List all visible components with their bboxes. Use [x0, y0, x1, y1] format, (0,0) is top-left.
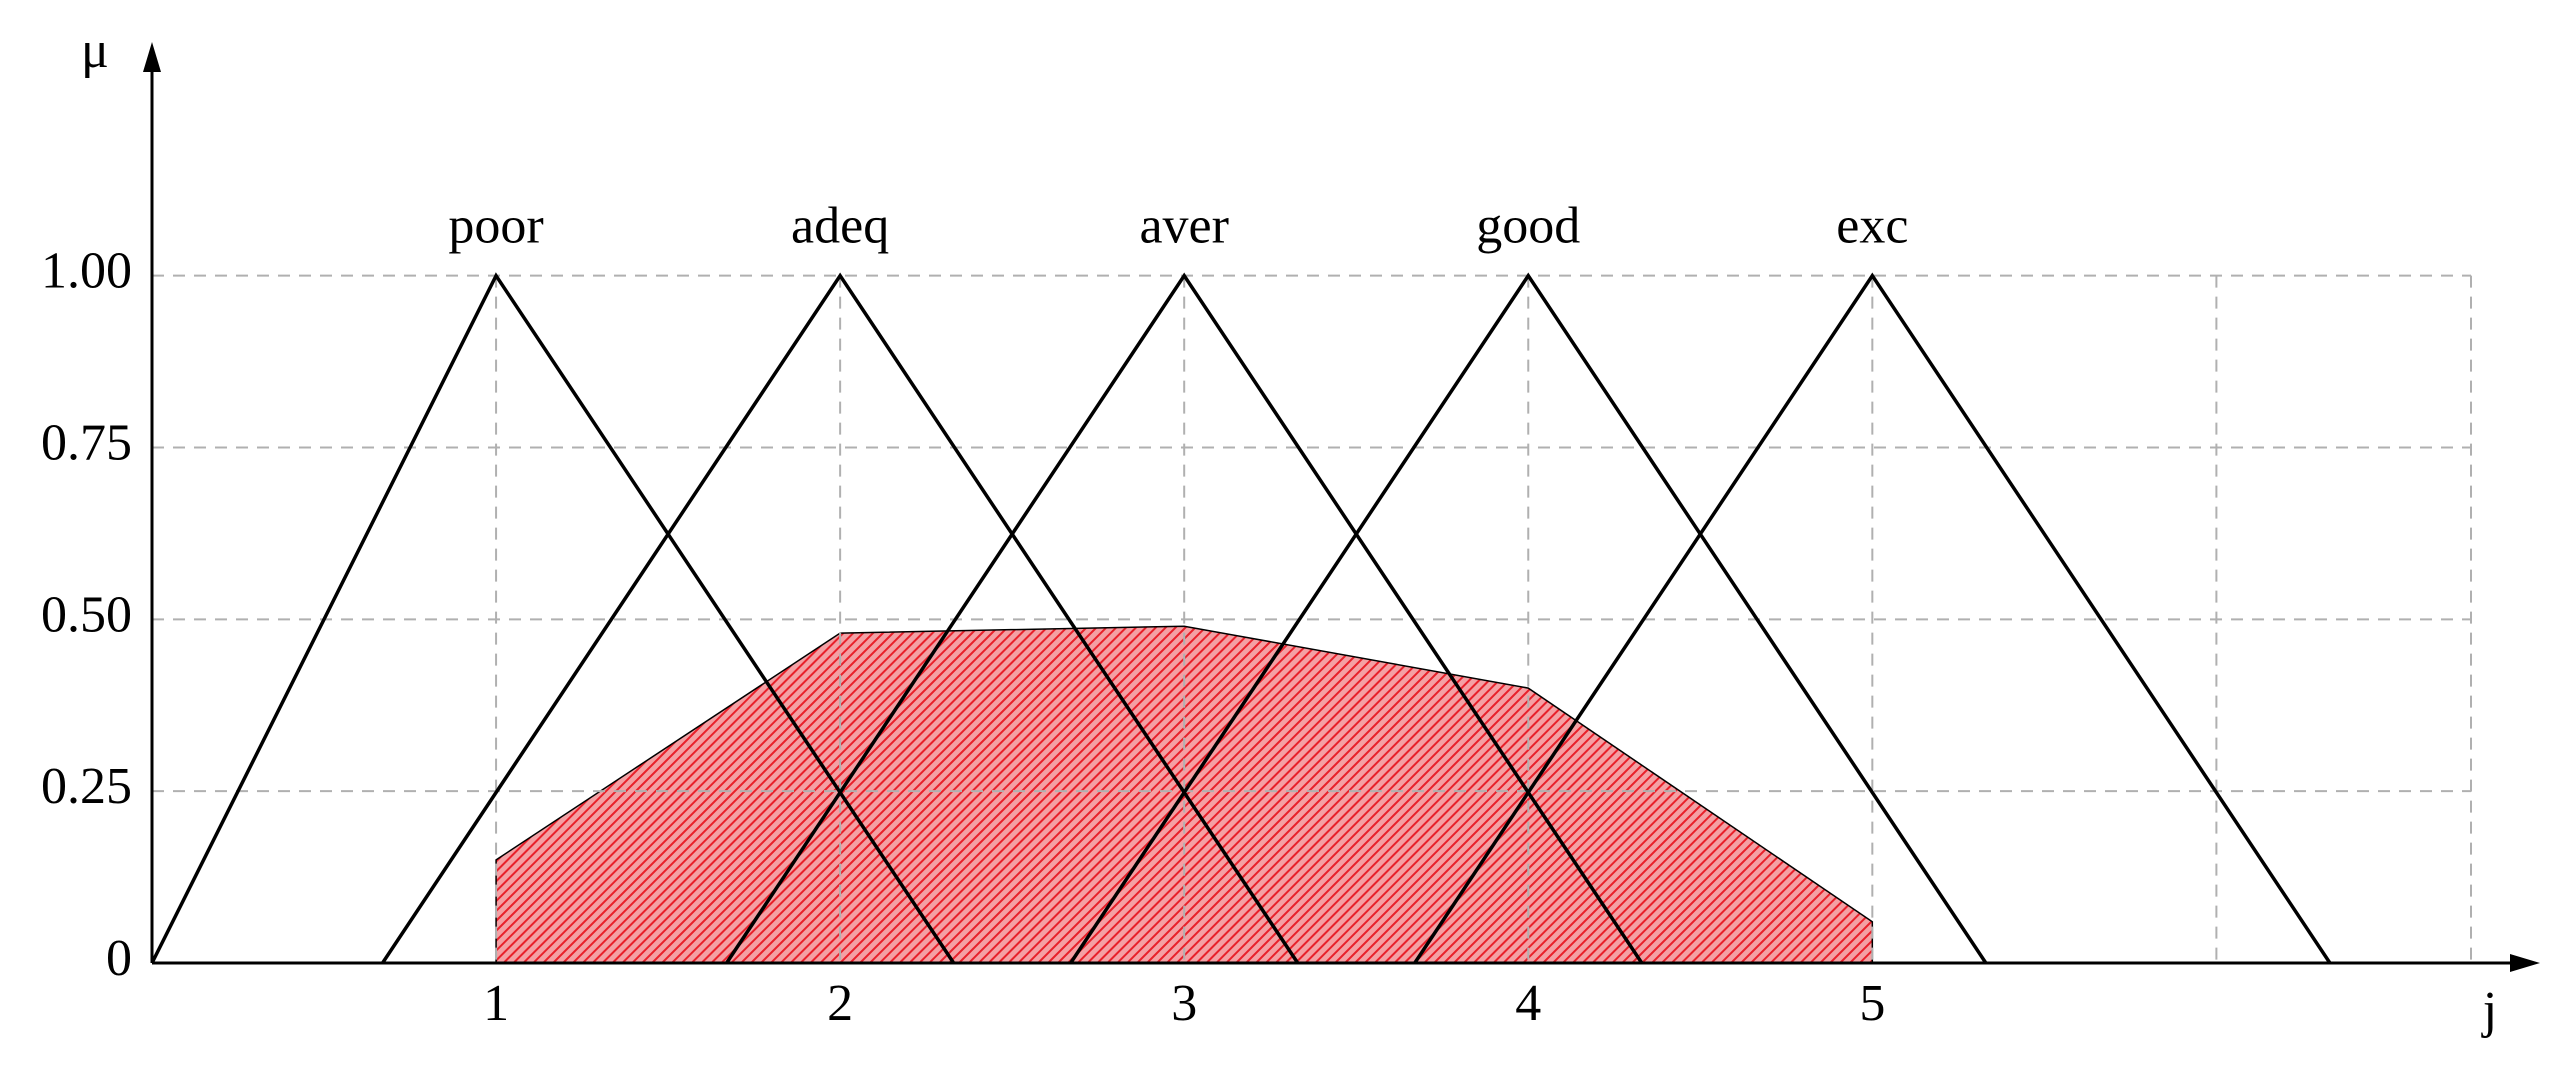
y-axis-label: μ — [81, 22, 109, 79]
series-label: exc — [1836, 198, 1908, 255]
y-axis-arrow — [143, 42, 161, 72]
x-tick-label: 1 — [483, 975, 509, 1032]
membership-line — [381, 272, 1300, 964]
y-tick-label: 0.50 — [41, 586, 132, 643]
membership-line — [150, 272, 956, 964]
y-tick-label: 1.00 — [41, 243, 132, 300]
x-tick-label: 3 — [1171, 975, 1197, 1032]
x-axis-label: j — [2481, 982, 2497, 1039]
y-tick-label: 0.25 — [41, 758, 132, 815]
x-tick-label: 5 — [1859, 975, 1885, 1032]
y-tick-label: 0 — [106, 930, 132, 987]
membership-line — [725, 272, 1644, 964]
x-tick-label: 4 — [1515, 975, 1541, 1032]
x-axis-arrow — [2510, 954, 2540, 972]
membership-line — [1413, 272, 2332, 964]
series-label: adeq — [791, 198, 889, 255]
y-tick-label: 0.75 — [41, 414, 132, 471]
series-label: aver — [1139, 198, 1228, 255]
membership-line — [1069, 272, 1988, 964]
x-tick-label: 2 — [827, 975, 853, 1032]
series-label: poor — [448, 198, 543, 255]
series-label: good — [1476, 198, 1580, 255]
